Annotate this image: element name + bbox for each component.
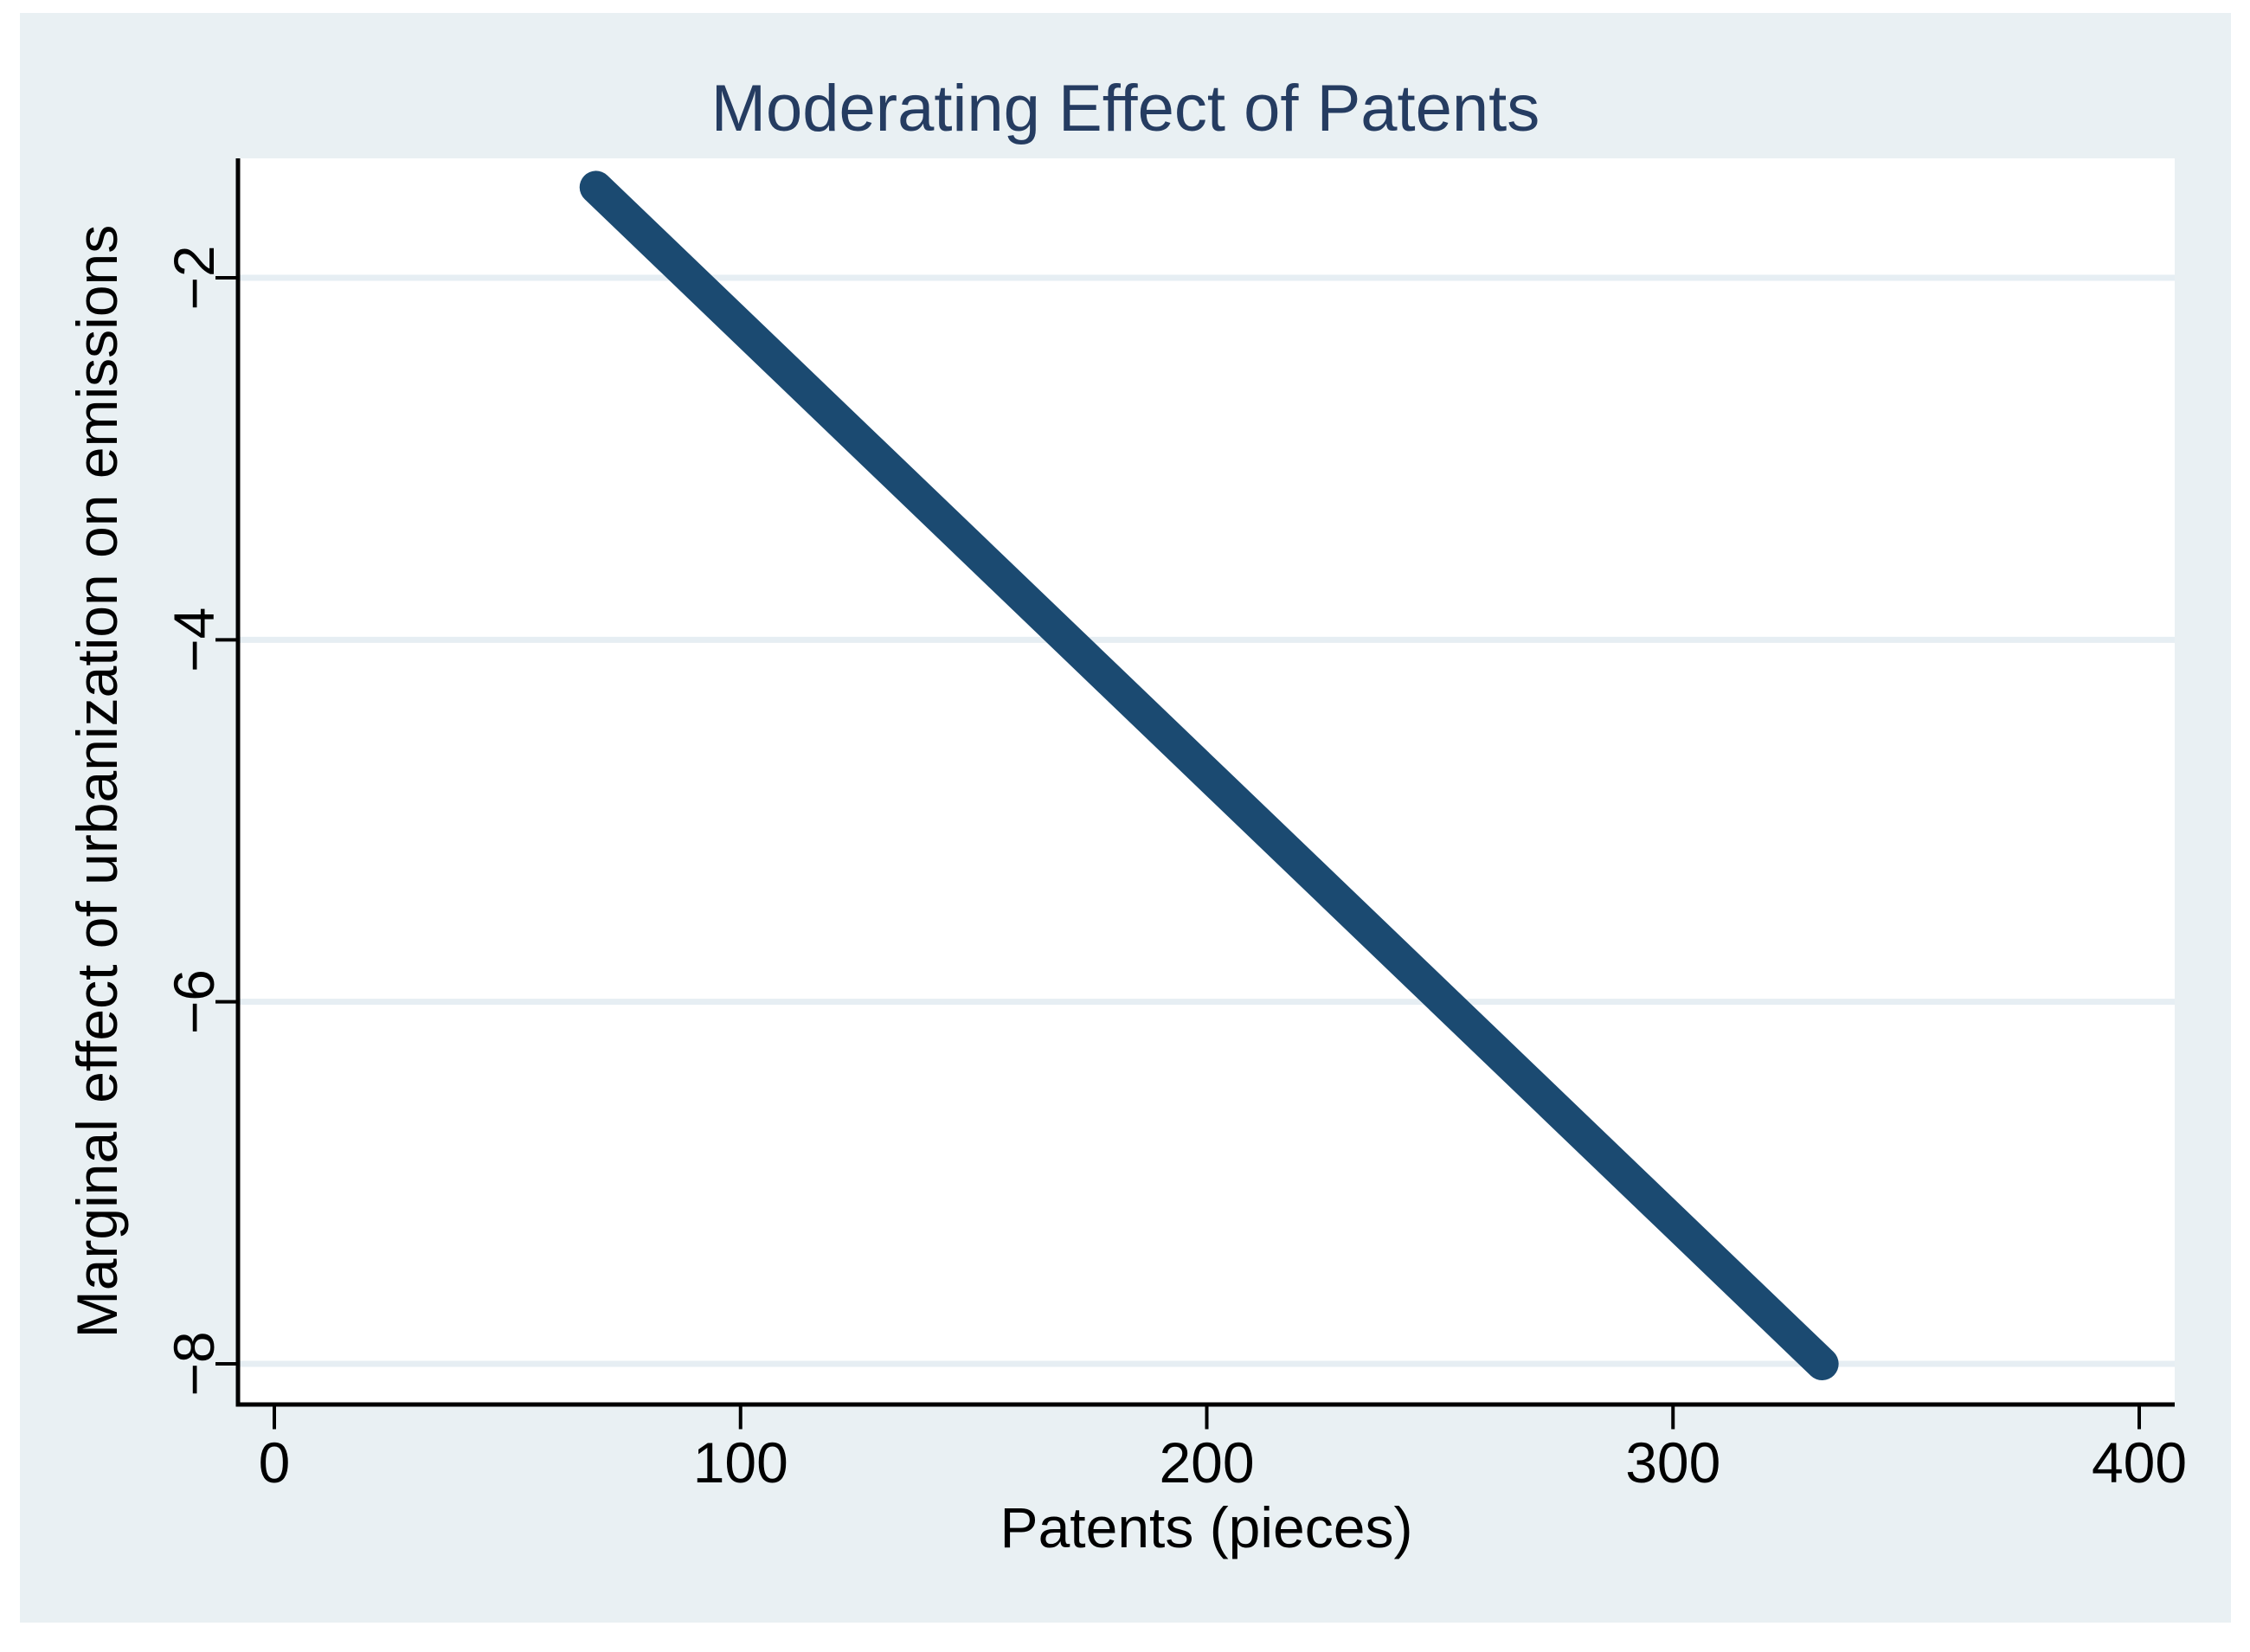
x-tick-label: 400 [2092, 1430, 2187, 1495]
data-line [579, 170, 1839, 1381]
x-tick-label: 0 [259, 1430, 291, 1495]
x-axis-title: Patents (pieces) [1000, 1495, 1413, 1559]
x-tick-label: 100 [693, 1430, 788, 1495]
y-tick-label: −2 [162, 245, 226, 310]
y-tick-label: −4 [162, 607, 226, 672]
chart-title: Moderating Effect of Patents [710, 72, 1540, 145]
y-tick-label: −8 [162, 1331, 226, 1396]
y-tick-label: −6 [162, 969, 226, 1034]
x-tick-label: 300 [1625, 1430, 1720, 1495]
x-tick-label: 200 [1159, 1430, 1254, 1495]
